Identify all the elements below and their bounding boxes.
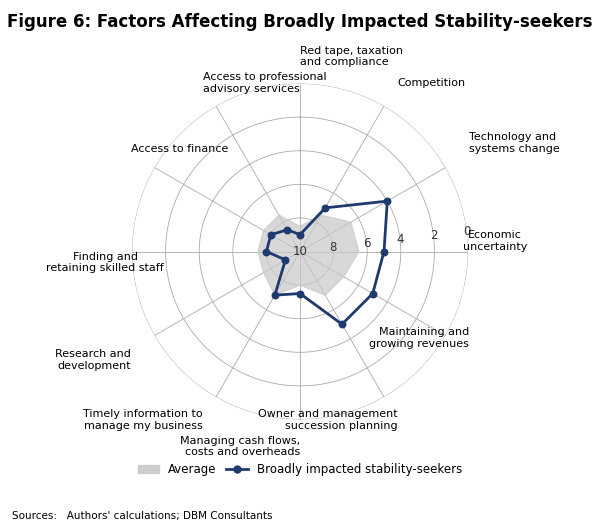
Point [379, 247, 389, 256]
Text: 6: 6 [363, 237, 370, 250]
Point [295, 289, 305, 298]
Text: 2: 2 [430, 229, 437, 242]
Text: Access to professional
advisory services: Access to professional advisory services [203, 72, 326, 94]
Text: Figure 6: Factors Affecting Broadly Impacted Stability-seekers: Figure 6: Factors Affecting Broadly Impa… [7, 13, 593, 31]
Text: 4: 4 [397, 233, 404, 246]
Text: Economic
uncertainty: Economic uncertainty [463, 230, 527, 252]
Text: Research and
development: Research and development [55, 349, 131, 370]
Legend: Average, Broadly impacted stability-seekers: Average, Broadly impacted stability-seek… [133, 458, 467, 481]
Text: Finding and
retaining skilled staff: Finding and retaining skilled staff [46, 252, 164, 273]
Text: Maintaining and
growing revenues: Maintaining and growing revenues [369, 328, 469, 349]
Text: Technology and
systems change: Technology and systems change [469, 133, 560, 154]
Point [281, 256, 290, 264]
Point [283, 225, 292, 234]
Point [368, 289, 377, 298]
Text: Sources:   Authors' calculations; DBM Consultants: Sources: Authors' calculations; DBM Cons… [12, 511, 272, 521]
Text: Competition: Competition [397, 78, 466, 88]
Point [270, 291, 280, 299]
Text: 10: 10 [293, 245, 307, 258]
Point [320, 204, 330, 212]
Point [337, 320, 347, 329]
Text: Red tape, taxation
and compliance: Red tape, taxation and compliance [300, 46, 403, 68]
Text: 8: 8 [329, 241, 337, 254]
Point [382, 197, 392, 205]
Point [266, 231, 276, 239]
Point [295, 231, 305, 239]
Text: Timely information to
manage my business: Timely information to manage my business [83, 409, 203, 431]
Text: Owner and management
succession planning: Owner and management succession planning [258, 409, 397, 431]
Polygon shape [258, 215, 359, 295]
Point [262, 247, 271, 256]
Text: 0: 0 [463, 225, 470, 238]
Text: Managing cash flows,
costs and overheads: Managing cash flows, costs and overheads [180, 435, 300, 457]
Text: Access to finance: Access to finance [131, 144, 229, 154]
